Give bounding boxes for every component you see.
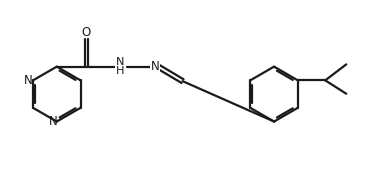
Text: O: O xyxy=(82,26,91,39)
Text: N: N xyxy=(49,115,58,128)
Text: N: N xyxy=(151,60,159,73)
Text: N: N xyxy=(24,74,33,87)
Text: N
H: N H xyxy=(116,57,124,76)
